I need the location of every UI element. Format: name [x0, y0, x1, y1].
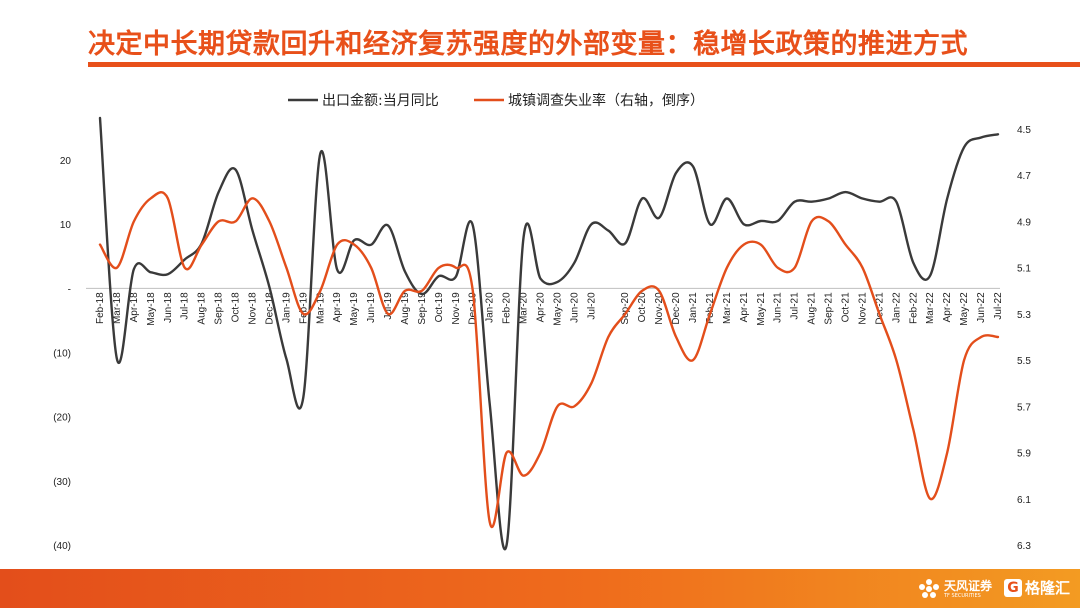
- x-axis-tick-label: Sep-18: [214, 292, 225, 325]
- x-axis-tick-label: Sep-19: [417, 292, 428, 325]
- x-axis-tick-label: Jun-21: [773, 292, 784, 323]
- right-axis-tick-label: 5.1: [1017, 264, 1031, 275]
- left-axis-tick-label: (10): [53, 349, 71, 360]
- x-axis-tick-label: Dec-19: [468, 292, 479, 325]
- x-axis-tick-label: Oct-19: [434, 292, 445, 322]
- x-axis-tick-label: Jul-20: [586, 292, 597, 320]
- left-axis-tick-label: (30): [53, 477, 71, 488]
- x-axis-tick-label: Apr-21: [739, 292, 750, 322]
- x-axis-tick-label: Nov-19: [451, 292, 462, 325]
- right-axis-tick-label: 5.9: [1017, 449, 1031, 460]
- x-axis-tick-label: Feb-18: [95, 292, 106, 324]
- x-axis-tick-label: Mar-22: [925, 292, 936, 324]
- x-axis-tick-label: Feb-19: [298, 292, 309, 324]
- page-title: 决定中长期贷款回升和经济复苏强度的外部变量：稳增长政策的推进方式: [88, 29, 968, 60]
- right-axis-tick-label: 6.1: [1017, 495, 1031, 506]
- series-line-unemployment: [98, 191, 1000, 528]
- right-axis-tick-label: 4.9: [1017, 217, 1031, 228]
- series-lines: [98, 116, 1000, 551]
- x-axis-tick-label: Nov-21: [857, 292, 868, 325]
- x-axis-tick-label: May-20: [552, 292, 563, 326]
- x-axis-tick-label: Apr-19: [332, 292, 343, 322]
- x-axis-tick-label: Feb-20: [502, 292, 513, 324]
- x-axis-tick-label: Apr-22: [942, 292, 953, 322]
- legend-label: 城镇调查失业率（右轴，倒序）: [508, 92, 704, 109]
- x-axis-tick-label: Feb-21: [705, 292, 716, 324]
- x-axis-tick-label: Mar-18: [112, 292, 123, 324]
- flower-logo-icon: [919, 579, 939, 598]
- x-axis-tick-label: Jul-19: [383, 292, 394, 320]
- left-axis-tick-label: -: [68, 284, 71, 295]
- gelonghui-mark-icon: G: [1004, 578, 1022, 597]
- x-axis-tick-label: Mar-21: [722, 292, 733, 324]
- x-axis-tick-label: Jun-19: [366, 292, 377, 323]
- x-axis-tick-label: Jul-21: [790, 292, 801, 320]
- x-axis-tick-label: Dec-20: [671, 292, 682, 325]
- title-underline: [88, 62, 1080, 67]
- x-axis-tick-label: Oct-20: [637, 292, 648, 322]
- x-axis-tick-label: Jan-19: [281, 292, 292, 323]
- x-axis-tick-label: Mar-19: [315, 292, 326, 324]
- x-axis-tick-label: Jun-20: [569, 292, 580, 323]
- right-axis-ticks: 4.5 4.7 4.9 5.1 5.3 5.5 5.7 5.9 6.1 6.3: [1017, 125, 1031, 552]
- x-axis-tick-label: Nov-18: [247, 292, 258, 325]
- x-axis-tick-label: Jun-22: [976, 292, 987, 323]
- right-axis-tick-label: 5.3: [1017, 310, 1031, 321]
- x-axis-tick-label: Jul-22: [993, 292, 1004, 320]
- legend-label: 出口金额:当月同比: [322, 93, 439, 109]
- x-axis-tick-label: Jan-21: [688, 292, 699, 323]
- footer-bar: 天风证券 TF SECURITIES G 格隆汇: [0, 569, 1080, 608]
- x-axis-tick-label: Sep-20: [620, 292, 631, 325]
- x-axis-tick-label: May-22: [959, 292, 970, 326]
- x-axis-tick-label: May-19: [349, 292, 360, 326]
- x-axis-tick-labels: Feb-18 Mar-18 Apr-18 May-18 Jun-18 Jul-18 Aug-…: [95, 292, 1004, 326]
- series-line-exports: [98, 116, 1000, 551]
- x-axis-tick-label: Aug-19: [400, 292, 411, 325]
- x-axis-tick-label: May-21: [756, 292, 767, 326]
- x-axis-tick-label: Nov-20: [654, 292, 665, 325]
- x-axis-tick-label: Mar-20: [519, 292, 530, 324]
- x-axis-tick-label: Oct-21: [841, 292, 852, 322]
- right-axis-tick-label: 5.7: [1017, 402, 1031, 413]
- x-axis-tick-label: Sep-21: [824, 292, 835, 325]
- gelonghui-name: 格隆汇: [1025, 579, 1071, 597]
- x-axis-tick-label: Jan-22: [891, 292, 902, 323]
- tf-securities-name: 天风证券: [944, 578, 993, 593]
- left-axis-tick-label: (20): [53, 413, 71, 424]
- right-axis-tick-label: 5.5: [1017, 356, 1031, 367]
- x-axis-tick-label: Apr-18: [129, 292, 140, 322]
- left-axis-ticks: 20 10 - (10) (20) (30) (40): [53, 156, 71, 552]
- right-axis-tick-label: 4.5: [1017, 125, 1031, 136]
- dual-axis-line-chart: 出口金额:当月同比 城镇调查失业率（右轴，倒序） 20 10 - (10) (20) (30…: [53, 92, 1031, 552]
- x-axis-tick-label: Aug-18: [197, 292, 208, 325]
- tf-securities-logo: 天风证券 TF SECURITIES: [918, 575, 992, 603]
- x-axis-tick-label: Jan-20: [485, 292, 496, 323]
- x-axis-tick-label: Dec-18: [264, 292, 275, 325]
- right-axis-tick-label: 4.7: [1017, 171, 1031, 182]
- tf-securities-en: TF SECURITIES: [944, 592, 981, 599]
- x-axis-tick-label: Feb-22: [908, 292, 919, 324]
- x-axis-tick-label: Apr-20: [536, 292, 547, 322]
- x-axis-tick-label: Aug-21: [807, 292, 818, 325]
- x-axis-tick-label: Jul-18: [180, 292, 191, 320]
- left-axis-tick-label: 20: [60, 156, 72, 167]
- left-axis-tick-label: (40): [53, 541, 71, 552]
- left-axis-tick-label: 10: [60, 220, 72, 231]
- right-axis-tick-label: 6.3: [1017, 541, 1031, 552]
- chart-legend: 出口金额:当月同比 城镇调查失业率（右轴，倒序）: [288, 92, 704, 109]
- x-axis-tick-label: Jun-18: [163, 292, 174, 323]
- x-axis-tick-label: Dec-21: [874, 292, 885, 325]
- gelonghui-logo: G 格隆汇: [1004, 577, 1070, 598]
- x-axis-tick-label: May-18: [146, 292, 157, 326]
- x-axis-tick-label: Oct-18: [231, 292, 242, 322]
